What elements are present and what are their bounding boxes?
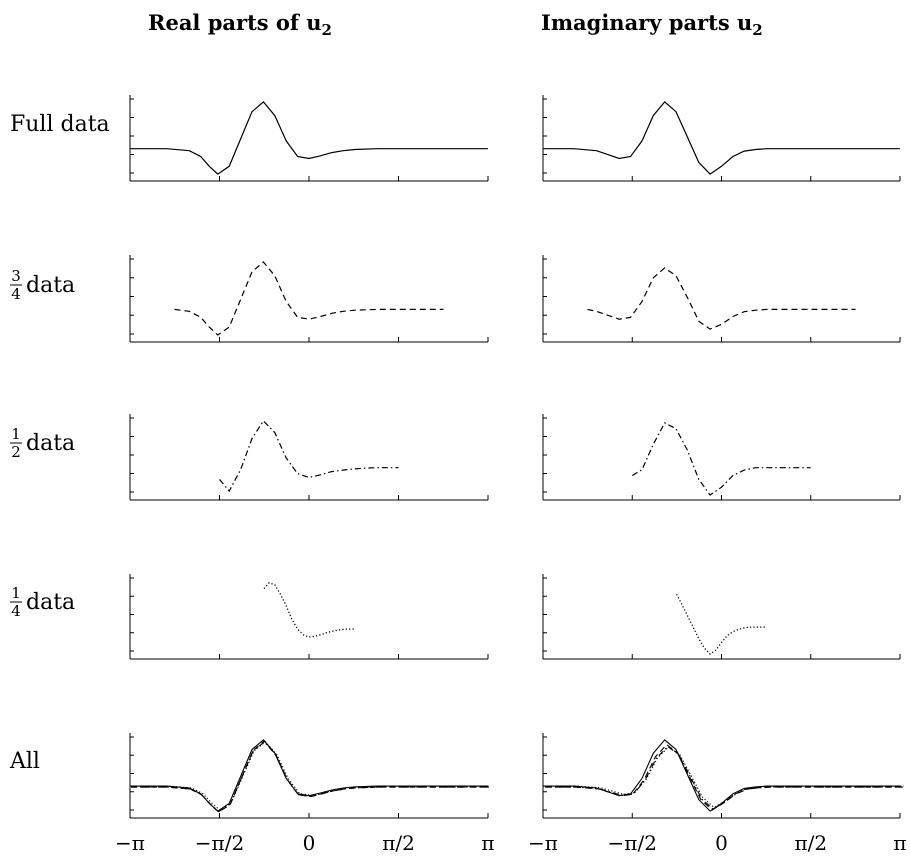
x-tick-label: −π xyxy=(528,831,558,855)
overlay-series-line xyxy=(546,745,903,810)
row-label-three-quarter-data: 3 4 data xyxy=(10,267,75,303)
row-label-full-data: Full data xyxy=(10,112,110,137)
overlay-series-line xyxy=(131,741,489,813)
series-line-real xyxy=(174,261,444,336)
x-tick-label: π xyxy=(481,831,494,855)
x-tick-label: −π/2 xyxy=(195,831,244,855)
row-label-all: All xyxy=(9,749,40,774)
fraction-numerator: 3 xyxy=(11,267,21,285)
series-line-imag xyxy=(631,422,811,496)
series-line-imag xyxy=(587,267,856,330)
left-column-title: Real parts of u2 xyxy=(148,10,332,39)
series-line-imag xyxy=(676,593,767,655)
overlay-series-line xyxy=(545,743,902,811)
series-line-real xyxy=(130,101,488,175)
row-label-text: data xyxy=(26,590,75,615)
x-tick-label: 0 xyxy=(715,831,728,855)
overlay-series-line xyxy=(131,740,489,813)
fraction-denominator: 4 xyxy=(11,602,21,620)
row-label-text: data xyxy=(26,431,75,456)
fraction-numerator: 1 xyxy=(11,425,21,443)
overlay-series-line xyxy=(130,739,488,812)
series-line-real xyxy=(219,419,399,493)
row-label-text: data xyxy=(26,273,75,298)
fraction-denominator: 2 xyxy=(11,443,21,461)
overlay-series-line xyxy=(547,746,904,809)
x-tick-label: π/2 xyxy=(382,831,415,855)
x-tick-labels: −π −π/2 0 π/2 π −π −π/2 0 π/2 π xyxy=(115,831,907,855)
fraction-numerator: 1 xyxy=(11,584,21,602)
fraction-denominator: 4 xyxy=(11,285,21,303)
overlay-series-line xyxy=(132,740,490,811)
x-tick-label: 0 xyxy=(303,831,316,855)
series-line-imag xyxy=(543,101,900,175)
series-line-real xyxy=(263,582,354,638)
panels-group xyxy=(129,95,904,819)
row-label-quarter-data: 1 4 data xyxy=(10,584,75,620)
right-column-title: Imaginary parts u2 xyxy=(541,10,763,39)
x-tick-label: π xyxy=(893,831,906,855)
x-tick-label: π/2 xyxy=(794,831,827,855)
x-tick-label: −π/2 xyxy=(608,831,657,855)
row-label-half-data: 1 2 data xyxy=(10,425,75,461)
x-tick-label: −π xyxy=(115,831,145,855)
overlay-series-line xyxy=(543,739,900,812)
